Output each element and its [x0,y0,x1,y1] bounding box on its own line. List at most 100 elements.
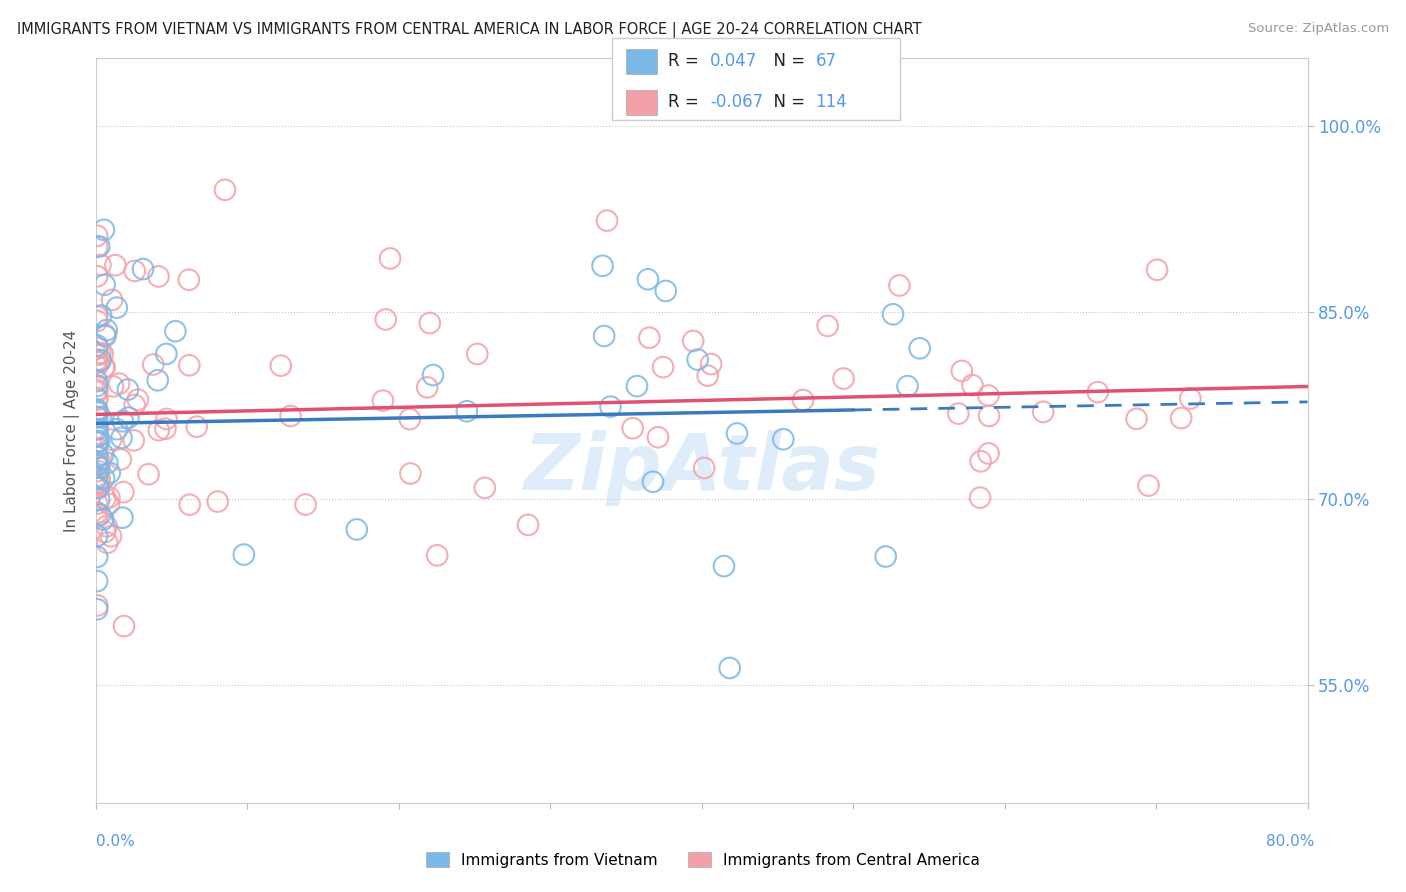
Point [772,432,794,446]
Point [94,327,117,342]
Point [155,347,177,361]
Point [177,273,200,287]
Point [713,559,735,574]
Point [832,371,855,385]
Point [93,223,115,237]
Point [86,450,108,464]
Point [86,464,108,478]
Point [124,398,146,412]
Point [86,478,108,492]
Point [1180,392,1202,406]
Point [98,491,121,505]
Text: 0.047: 0.047 [710,53,758,70]
Point [86,406,108,420]
Point [374,312,396,326]
Point [146,373,169,387]
Text: R =: R = [668,94,704,112]
Point [86,435,108,450]
Point [86,392,108,407]
Y-axis label: In Labor Force | Age 20-24: In Labor Force | Age 20-24 [63,329,80,532]
Point [101,379,124,393]
Point [89,508,111,522]
Point [896,379,918,393]
Point [165,324,187,338]
Point [638,331,661,345]
Point [86,458,108,473]
Point [86,468,108,483]
Point [155,422,177,436]
Point [232,548,254,562]
Point [93,360,115,375]
Point [422,368,444,382]
Point [725,426,748,441]
Point [186,419,208,434]
Point [416,380,439,394]
Point [977,409,1000,423]
Point [86,314,108,328]
Point [86,510,108,524]
Text: N =: N = [763,94,811,112]
Point [474,481,496,495]
Point [371,393,394,408]
Point [90,353,112,368]
Point [626,379,648,393]
Point [950,364,973,378]
Point [98,466,121,480]
Point [817,318,839,333]
Point [294,498,316,512]
Point [86,374,108,388]
Point [86,574,108,588]
Point [148,269,170,284]
Point [86,529,108,543]
Point [86,441,108,455]
Point [112,619,135,633]
Point [700,357,723,371]
Point [1087,385,1109,400]
Point [89,492,111,507]
Point [718,661,741,675]
Point [647,430,669,444]
Point [962,378,984,392]
Point [637,272,659,286]
Point [100,529,122,543]
Point [124,264,146,278]
Point [686,352,709,367]
Point [592,259,614,273]
Point [86,426,108,441]
Point [426,549,449,563]
Point [86,458,108,472]
Point [86,269,108,284]
Point [86,310,108,324]
Point [89,258,111,272]
Point [1170,411,1192,425]
Point [89,239,111,253]
Point [117,383,139,397]
Legend: Immigrants from Vietnam, Immigrants from Central America: Immigrants from Vietnam, Immigrants from… [420,846,986,873]
Point [138,467,160,482]
Point [94,329,117,343]
Point [89,480,111,494]
Point [86,391,108,405]
Point [87,341,110,355]
Point [108,376,131,391]
Point [599,400,621,414]
Point [98,497,121,511]
Text: 67: 67 [815,53,837,70]
Point [86,348,108,362]
Point [91,512,114,526]
Text: R =: R = [668,53,704,70]
Point [86,549,108,564]
Point [101,293,124,307]
Point [93,277,115,292]
Point [110,452,132,467]
Text: 80.0%: 80.0% [1267,834,1315,848]
Point [652,360,675,375]
Point [89,346,111,360]
Point [792,392,814,407]
Point [86,497,108,511]
Text: ZipAtlas: ZipAtlas [523,430,880,506]
Point [100,433,122,447]
Point [86,352,108,367]
Point [87,481,110,495]
Text: IMMIGRANTS FROM VIETNAM VS IMMIGRANTS FROM CENTRAL AMERICA IN LABOR FORCE | AGE : IMMIGRANTS FROM VIETNAM VS IMMIGRANTS FR… [17,22,921,38]
